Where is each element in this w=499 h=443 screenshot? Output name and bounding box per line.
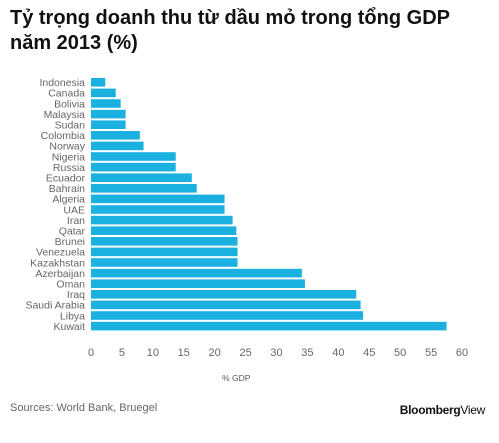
x-tick-label-45: 45 [363, 347, 375, 359]
bar-qatar [91, 226, 237, 235]
x-tick-label-0: 0 [88, 347, 94, 359]
category-label-norway: Norway [49, 141, 85, 153]
bar-kuwait [91, 321, 447, 331]
category-label-qatar: Qatar [59, 226, 86, 238]
bar-russia [91, 162, 176, 172]
category-label-algeria: Algeria [52, 194, 85, 206]
x-tick-label-35: 35 [301, 347, 313, 359]
x-tick-label-30: 30 [270, 347, 282, 359]
bar-azerbaijan [91, 268, 302, 278]
chart-title-line-2: năm 2013 (%) [10, 32, 138, 54]
bar-libya [91, 311, 364, 320]
category-label-russia: Russia [53, 162, 85, 174]
x-tick-label-55: 55 [425, 347, 437, 359]
bar-ecuador [91, 173, 192, 182]
brand-regular-text: View [460, 403, 485, 417]
bar-algeria [91, 194, 225, 204]
category-label-kazakhstan: Kazakhstan [30, 257, 85, 269]
category-label-brunei: Brunei [55, 236, 85, 248]
category-label-kuwait: Kuwait [53, 321, 85, 333]
bar-bahrain [91, 184, 197, 193]
category-label-uae: UAE [63, 204, 85, 216]
source-note: Sources: World Bank, Bruegel [10, 402, 158, 414]
category-label-libya: Libya [60, 310, 85, 322]
category-label-colombia: Colombia [41, 130, 86, 142]
bar-venezuela [91, 247, 238, 257]
brand-bold-text: Bloomberg [399, 403, 461, 417]
category-label-bolivia: Bolivia [54, 98, 85, 110]
category-label-nigeria: Nigeria [52, 151, 85, 163]
x-tick-label-50: 50 [394, 347, 406, 359]
bar-iraq [91, 290, 357, 299]
bar-canada [91, 88, 116, 98]
bar-sudan [91, 120, 126, 129]
bar-norway [91, 141, 144, 151]
category-label-iraq: Iraq [67, 289, 85, 301]
category-label-canada: Canada [48, 88, 85, 100]
bar-brunei [91, 237, 238, 246]
x-tick-label-10: 10 [147, 347, 159, 359]
bar-saudi-arabia [91, 300, 361, 310]
x-axis-label: % GDP [222, 373, 251, 383]
category-label-ecuador: Ecuador [46, 173, 86, 185]
bar-bolivia [91, 99, 121, 108]
bar-malaysia [91, 109, 126, 119]
category-label-saudi-arabia: Saudi Arabia [25, 300, 85, 312]
bar-colombia [91, 131, 140, 140]
bar-indonesia [91, 78, 106, 87]
category-label-iran: Iran [67, 215, 85, 227]
chart-title: Tỷ trọng doanh thu từ dầu mỏ trong tổng … [10, 6, 490, 56]
category-label-azerbaijan: Azerbaijan [35, 268, 85, 280]
category-label-malaysia: Malaysia [44, 109, 86, 121]
x-tick-label-20: 20 [209, 347, 221, 359]
bar-iran [91, 215, 233, 225]
category-label-sudan: Sudan [55, 120, 86, 132]
x-tick-label-60: 60 [456, 347, 468, 359]
bar-oman [91, 279, 305, 288]
x-tick-label-15: 15 [178, 347, 190, 359]
category-label-oman: Oman [56, 279, 85, 291]
x-tick-label-25: 25 [239, 347, 251, 359]
category-label-bahrain: Bahrain [49, 183, 85, 195]
x-tick-label-5: 5 [119, 347, 125, 359]
x-tick-label-40: 40 [332, 347, 344, 359]
chart-title-line-1: Tỷ trọng doanh thu từ dầu mỏ trong tổng … [10, 7, 450, 29]
category-label-indonesia: Indonesia [39, 77, 85, 89]
bar-uae [91, 205, 225, 214]
bar-kazakhstan [91, 258, 238, 267]
brand-logo: BloombergView [399, 403, 486, 417]
category-label-venezuela: Venezuela [36, 247, 85, 259]
bar-nigeria [91, 152, 176, 161]
